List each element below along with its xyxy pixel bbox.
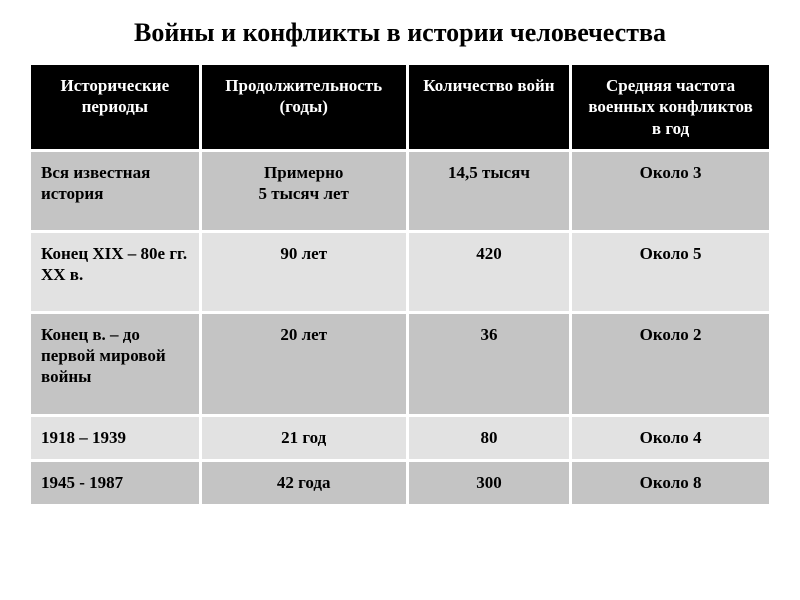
table-cell: Около 5	[572, 233, 769, 311]
table-cell: Конец в. – до первой мировой войны	[31, 314, 199, 414]
col-header-freq: Средняя частота военных конфликтов в год	[572, 65, 769, 149]
table-cell: Примерно5 тысяч лет	[202, 152, 406, 230]
table-cell: 36	[409, 314, 569, 414]
col-header-duration: Продолжительность (годы)	[202, 65, 406, 149]
page-title: Войны и конфликты в истории человечества	[28, 18, 772, 48]
col-header-period: Исторические периоды	[31, 65, 199, 149]
table-body: Вся известная историяПримерно5 тысяч лет…	[31, 152, 769, 504]
table-cell: Около 3	[572, 152, 769, 230]
table-row: 1945 - 198742 года300Около 8	[31, 462, 769, 504]
table-row: 1918 – 193921 год80Около 4	[31, 417, 769, 459]
table-cell: 42 года	[202, 462, 406, 504]
table-cell: 420	[409, 233, 569, 311]
wars-table: Исторические периоды Продолжительность (…	[28, 62, 772, 507]
table-cell: 300	[409, 462, 569, 504]
table-cell: 20 лет	[202, 314, 406, 414]
table-row: Конец в. – до первой мировой войны20 лет…	[31, 314, 769, 414]
table-cell: Конец XIX – 80е гг. ХХ в.	[31, 233, 199, 311]
table-cell: 1918 – 1939	[31, 417, 199, 459]
table-cell: Вся известная история	[31, 152, 199, 230]
table-cell: 80	[409, 417, 569, 459]
table-cell: Около 8	[572, 462, 769, 504]
table-cell: 21 год	[202, 417, 406, 459]
table-cell: Около 2	[572, 314, 769, 414]
table-row: Вся известная историяПримерно5 тысяч лет…	[31, 152, 769, 230]
table-row: Конец XIX – 80е гг. ХХ в.90 лет420Около …	[31, 233, 769, 311]
table-cell: 90 лет	[202, 233, 406, 311]
table-cell: 1945 - 1987	[31, 462, 199, 504]
table-cell: Около 4	[572, 417, 769, 459]
table-cell: 14,5 тысяч	[409, 152, 569, 230]
col-header-count: Количество войн	[409, 65, 569, 149]
table-header-row: Исторические периоды Продолжительность (…	[31, 65, 769, 149]
